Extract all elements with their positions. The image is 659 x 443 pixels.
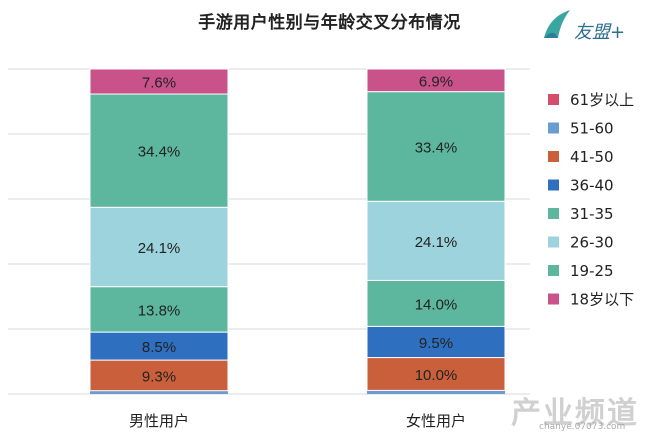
data-label: 6.9% (419, 73, 453, 90)
x-tick-label: 男性用户 (129, 412, 189, 430)
data-label: 10.0% (415, 367, 458, 384)
brand-logo: 友盟+ (540, 8, 650, 48)
leaf-icon (544, 10, 570, 38)
legend-label: 26-30 (570, 234, 614, 252)
x-tick-label: 女性用户 (406, 412, 466, 430)
data-label: 24.1% (138, 240, 181, 257)
bar-segment (89, 68, 229, 95)
legend-label: 18岁以下 (570, 291, 634, 309)
bar-segment (89, 359, 229, 392)
data-label: 14.0% (415, 296, 458, 313)
data-label: 8.5% (142, 339, 176, 356)
legend-label: 41-50 (570, 148, 614, 166)
legend-swatch (548, 179, 559, 191)
legend-swatch (548, 94, 559, 105)
legend-swatch (548, 293, 559, 305)
data-label: 34.4% (138, 144, 181, 161)
bar-segment (366, 68, 506, 93)
watermark-text: 产业频道 (511, 396, 639, 431)
watermark-url: chanye.07073.com (539, 422, 626, 432)
bar-segment (89, 93, 229, 208)
data-label: 9.3% (142, 368, 176, 385)
data-label: 24.1% (415, 234, 458, 251)
bar-segment-sliver (367, 390, 505, 394)
chart-title: 手游用户性别与年龄交叉分布情况 (198, 13, 461, 33)
legend-swatch (548, 151, 559, 162)
legend-label: 51-60 (570, 120, 614, 138)
bar-segment (366, 357, 506, 391)
legend-swatch (548, 122, 559, 134)
bar-segment-sliver (90, 390, 228, 394)
bar-segment (366, 91, 506, 202)
legend-swatch (548, 265, 559, 276)
legend-label: 36-40 (570, 177, 614, 195)
legend-label: 61岁以上 (570, 91, 634, 109)
watermark: 产业频道 chanye.07073.com (505, 388, 655, 438)
legend-label: 31-35 (570, 205, 614, 223)
legend-swatch (548, 236, 559, 248)
logo-text: 友盟+ (574, 22, 626, 43)
data-label: 33.4% (415, 139, 458, 156)
data-label: 7.6% (142, 75, 176, 92)
legend-label: 19-25 (570, 262, 614, 280)
data-label: 9.5% (419, 335, 453, 352)
data-label: 13.8% (138, 302, 181, 319)
bar-segment (366, 325, 506, 359)
bar-segment (366, 200, 506, 281)
legend-swatch (548, 208, 559, 219)
